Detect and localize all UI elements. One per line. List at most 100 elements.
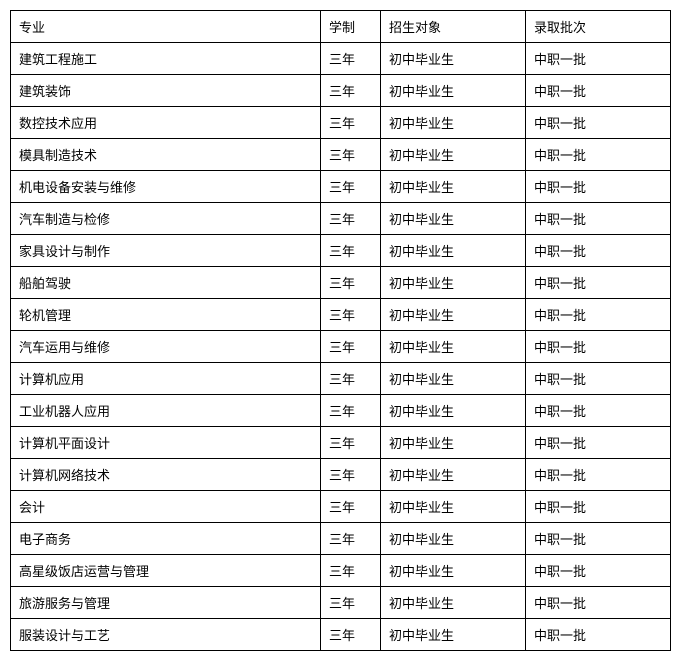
cell-duration: 三年 (321, 171, 381, 203)
cell-batch: 中职一批 (526, 171, 671, 203)
cell-batch: 中职一批 (526, 43, 671, 75)
cell-batch: 中职一批 (526, 459, 671, 491)
cell-duration: 三年 (321, 523, 381, 555)
cell-batch: 中职一批 (526, 587, 671, 619)
cell-batch: 中职一批 (526, 203, 671, 235)
cell-duration: 三年 (321, 555, 381, 587)
cell-major: 轮机管理 (11, 299, 321, 331)
cell-major: 计算机网络技术 (11, 459, 321, 491)
cell-major: 船舶驾驶 (11, 267, 321, 299)
cell-target: 初中毕业生 (381, 555, 526, 587)
cell-batch: 中职一批 (526, 427, 671, 459)
cell-major: 家具设计与制作 (11, 235, 321, 267)
cell-major: 高星级饭店运营与管理 (11, 555, 321, 587)
table-row: 机电设备安装与维修三年初中毕业生中职一批 (11, 171, 671, 203)
table-row: 建筑装饰三年初中毕业生中职一批 (11, 75, 671, 107)
cell-target: 初中毕业生 (381, 171, 526, 203)
cell-major: 工业机器人应用 (11, 395, 321, 427)
cell-batch: 中职一批 (526, 139, 671, 171)
cell-duration: 三年 (321, 587, 381, 619)
cell-duration: 三年 (321, 427, 381, 459)
cell-target: 初中毕业生 (381, 331, 526, 363)
cell-duration: 三年 (321, 107, 381, 139)
cell-major: 计算机平面设计 (11, 427, 321, 459)
cell-duration: 三年 (321, 459, 381, 491)
table-row: 工业机器人应用三年初中毕业生中职一批 (11, 395, 671, 427)
table-row: 计算机网络技术三年初中毕业生中职一批 (11, 459, 671, 491)
cell-batch: 中职一批 (526, 331, 671, 363)
cell-major: 旅游服务与管理 (11, 587, 321, 619)
cell-duration: 三年 (321, 43, 381, 75)
table-body: 建筑工程施工三年初中毕业生中职一批建筑装饰三年初中毕业生中职一批数控技术应用三年… (11, 43, 671, 651)
cell-target: 初中毕业生 (381, 491, 526, 523)
header-duration: 学制 (321, 11, 381, 43)
cell-duration: 三年 (321, 619, 381, 651)
cell-major: 汽车运用与维修 (11, 331, 321, 363)
cell-major: 机电设备安装与维修 (11, 171, 321, 203)
cell-major: 模具制造技术 (11, 139, 321, 171)
cell-duration: 三年 (321, 363, 381, 395)
table-row: 轮机管理三年初中毕业生中职一批 (11, 299, 671, 331)
cell-target: 初中毕业生 (381, 587, 526, 619)
cell-target: 初中毕业生 (381, 107, 526, 139)
table-row: 服装设计与工艺三年初中毕业生中职一批 (11, 619, 671, 651)
cell-major: 数控技术应用 (11, 107, 321, 139)
header-batch: 录取批次 (526, 11, 671, 43)
cell-duration: 三年 (321, 491, 381, 523)
table-row: 建筑工程施工三年初中毕业生中职一批 (11, 43, 671, 75)
table-row: 计算机平面设计三年初中毕业生中职一批 (11, 427, 671, 459)
cell-major: 服装设计与工艺 (11, 619, 321, 651)
cell-batch: 中职一批 (526, 523, 671, 555)
cell-target: 初中毕业生 (381, 427, 526, 459)
cell-duration: 三年 (321, 267, 381, 299)
table-header-row: 专业 学制 招生对象 录取批次 (11, 11, 671, 43)
cell-target: 初中毕业生 (381, 395, 526, 427)
cell-major: 汽车制造与检修 (11, 203, 321, 235)
cell-target: 初中毕业生 (381, 363, 526, 395)
table-row: 计算机应用三年初中毕业生中职一批 (11, 363, 671, 395)
cell-major: 建筑工程施工 (11, 43, 321, 75)
cell-batch: 中职一批 (526, 491, 671, 523)
table-row: 汽车运用与维修三年初中毕业生中职一批 (11, 331, 671, 363)
header-target: 招生对象 (381, 11, 526, 43)
cell-batch: 中职一批 (526, 107, 671, 139)
cell-target: 初中毕业生 (381, 75, 526, 107)
table-row: 数控技术应用三年初中毕业生中职一批 (11, 107, 671, 139)
cell-duration: 三年 (321, 331, 381, 363)
cell-duration: 三年 (321, 139, 381, 171)
cell-target: 初中毕业生 (381, 267, 526, 299)
cell-batch: 中职一批 (526, 235, 671, 267)
cell-batch: 中职一批 (526, 363, 671, 395)
table-row: 家具设计与制作三年初中毕业生中职一批 (11, 235, 671, 267)
table-row: 电子商务三年初中毕业生中职一批 (11, 523, 671, 555)
cell-major: 会计 (11, 491, 321, 523)
cell-batch: 中职一批 (526, 395, 671, 427)
cell-target: 初中毕业生 (381, 139, 526, 171)
header-major: 专业 (11, 11, 321, 43)
cell-major: 电子商务 (11, 523, 321, 555)
table-row: 高星级饭店运营与管理三年初中毕业生中职一批 (11, 555, 671, 587)
cell-major: 建筑装饰 (11, 75, 321, 107)
cell-batch: 中职一批 (526, 75, 671, 107)
cell-target: 初中毕业生 (381, 619, 526, 651)
table-row: 旅游服务与管理三年初中毕业生中职一批 (11, 587, 671, 619)
cell-duration: 三年 (321, 203, 381, 235)
cell-target: 初中毕业生 (381, 523, 526, 555)
cell-batch: 中职一批 (526, 267, 671, 299)
table-row: 会计三年初中毕业生中职一批 (11, 491, 671, 523)
majors-table: 专业 学制 招生对象 录取批次 建筑工程施工三年初中毕业生中职一批建筑装饰三年初… (10, 10, 671, 651)
cell-target: 初中毕业生 (381, 235, 526, 267)
cell-batch: 中职一批 (526, 299, 671, 331)
table-row: 模具制造技术三年初中毕业生中职一批 (11, 139, 671, 171)
cell-duration: 三年 (321, 75, 381, 107)
cell-target: 初中毕业生 (381, 459, 526, 491)
cell-duration: 三年 (321, 395, 381, 427)
cell-duration: 三年 (321, 299, 381, 331)
cell-major: 计算机应用 (11, 363, 321, 395)
table-row: 船舶驾驶三年初中毕业生中职一批 (11, 267, 671, 299)
table-row: 汽车制造与检修三年初中毕业生中职一批 (11, 203, 671, 235)
cell-batch: 中职一批 (526, 555, 671, 587)
cell-target: 初中毕业生 (381, 299, 526, 331)
cell-target: 初中毕业生 (381, 43, 526, 75)
cell-target: 初中毕业生 (381, 203, 526, 235)
